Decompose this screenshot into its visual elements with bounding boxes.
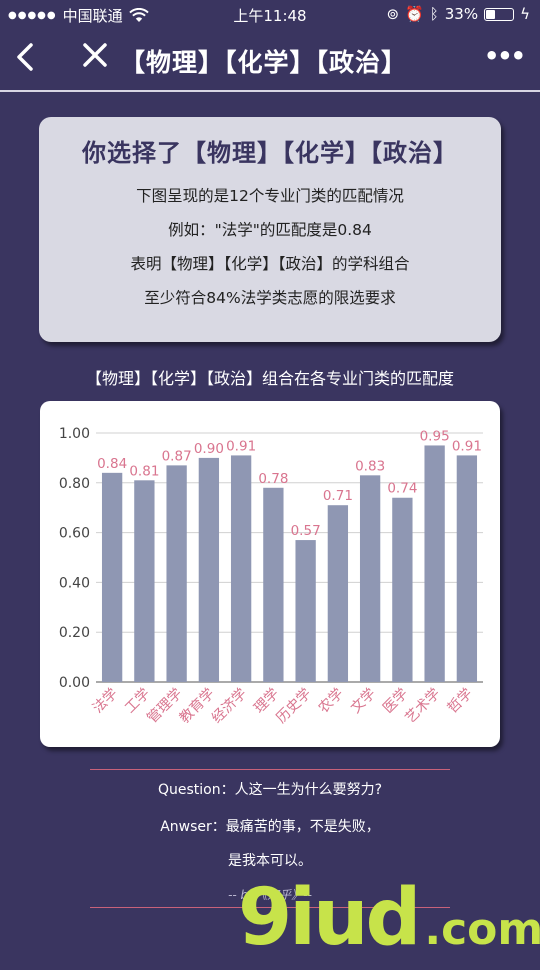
bar-value-label: 0.90 <box>194 441 224 457</box>
close-button[interactable] <box>78 42 112 75</box>
bar-chart: 0.000.200.400.600.801.000.84法学0.81工学0.87… <box>59 426 483 727</box>
charging-icon: ϟ <box>520 5 530 23</box>
y-tick-label: 0.00 <box>59 675 90 691</box>
site-watermark: 9iud .com <box>238 878 540 970</box>
signal-icon: ●●●●● <box>8 10 57 21</box>
quote-byline: -- by《知乎》-- <box>228 888 312 902</box>
x-category-label: 哲学 <box>445 686 476 717</box>
bar-value-label: 0.74 <box>387 481 417 497</box>
bar <box>198 457 220 682</box>
x-category-label: 教育学 <box>177 686 218 727</box>
bar <box>134 480 155 682</box>
bar-value-label: 0.84 <box>97 456 127 472</box>
bar <box>424 445 445 682</box>
x-category-label: 历史学 <box>273 686 314 727</box>
bar-value-label: 0.83 <box>355 458 385 474</box>
clock: 上午11:48 <box>233 7 307 25</box>
chart-caption: 【物理】【化学】【政治】组合在各专业门类的匹配度 <box>85 369 454 388</box>
quote-answer-line-1: Anwser：最痛苦的事，不是失败， <box>160 819 380 835</box>
info-card: 你选择了【物理】【化学】【政治】 下图呈现的是12个专业门类的匹配情况 例如："… <box>39 117 501 342</box>
quote-answer-line-2: 是我本可以。 <box>228 853 312 869</box>
battery-percent: 33% <box>444 5 479 23</box>
more-options-button[interactable]: ••• <box>483 42 526 70</box>
page-title: 【物理】【化学】【政治】 <box>120 48 408 77</box>
bar <box>392 497 413 682</box>
wifi-icon <box>128 8 149 22</box>
bar-value-label: 0.81 <box>129 463 159 479</box>
top-divider <box>90 769 450 770</box>
bluetooth-icon: ᛒ <box>429 5 439 23</box>
bar <box>166 465 187 682</box>
y-tick-label: 0.20 <box>59 625 90 641</box>
info-line: 例如："法学"的匹配度是0.84 <box>168 221 372 239</box>
info-line: 下图呈现的是12个专业门类的匹配情况 <box>136 187 404 205</box>
x-category-label: 经济学 <box>209 686 250 727</box>
bar-value-label: 0.57 <box>291 523 321 539</box>
status-bar: ●●●●● 中国联通 上午11:48 ⊚ ⏰ ᛒ 33% ϟ <box>0 0 540 30</box>
x-category-label: 文学 <box>348 686 379 717</box>
y-tick-label: 1.00 <box>59 426 90 442</box>
x-category-label: 农学 <box>316 686 347 717</box>
watermark-suffix: .com <box>424 904 540 955</box>
back-button[interactable] <box>10 42 40 77</box>
y-tick-label: 0.40 <box>59 575 90 591</box>
x-category-label: 艺术学 <box>402 686 443 727</box>
bar <box>359 475 381 682</box>
watermark-main: 9iud <box>238 873 421 963</box>
bar <box>327 505 349 682</box>
bar-value-label: 0.78 <box>258 471 288 487</box>
bar <box>230 455 252 682</box>
info-line: 表明【物理】【化学】【政治】的学科组合 <box>130 255 410 273</box>
bottom-divider <box>90 907 450 908</box>
x-category-label: 法学 <box>90 686 121 717</box>
y-tick-label: 0.80 <box>59 476 90 492</box>
carrier-label: 中国联通 <box>62 7 123 25</box>
bar <box>295 540 316 682</box>
bar-value-label: 0.87 <box>162 448 192 464</box>
info-line: 至少符合84%法学类志愿的限选要求 <box>144 289 396 307</box>
bar <box>456 455 478 682</box>
bar-value-label: 0.91 <box>452 438 482 454</box>
bar-value-label: 0.91 <box>226 438 256 454</box>
close-icon <box>83 43 107 67</box>
x-category-label: 管理学 <box>144 686 185 727</box>
chart-card: 0.00 0.20 0.40 0.60 0.80 1.00 0.84 法学 0.81 工学 0.87… <box>40 401 500 747</box>
nav-bar: 【物理】【化学】【政治】 ••• <box>0 30 540 92</box>
alarm-icon: ⏰ <box>405 5 424 23</box>
bar <box>263 487 284 682</box>
chevron-left-icon <box>17 43 33 71</box>
bar-value-label: 0.71 <box>323 488 353 504</box>
orientation-lock-icon: ⊚ <box>386 5 400 23</box>
y-tick-label: 0.60 <box>59 526 90 542</box>
selection-heading: 你选择了【物理】【化学】【政治】 <box>82 139 458 167</box>
bar <box>101 472 123 682</box>
bar-value-label: 0.95 <box>420 428 450 444</box>
battery-icon <box>484 7 515 21</box>
quote-question: Question：人这一生为什么要努力? <box>157 782 383 798</box>
